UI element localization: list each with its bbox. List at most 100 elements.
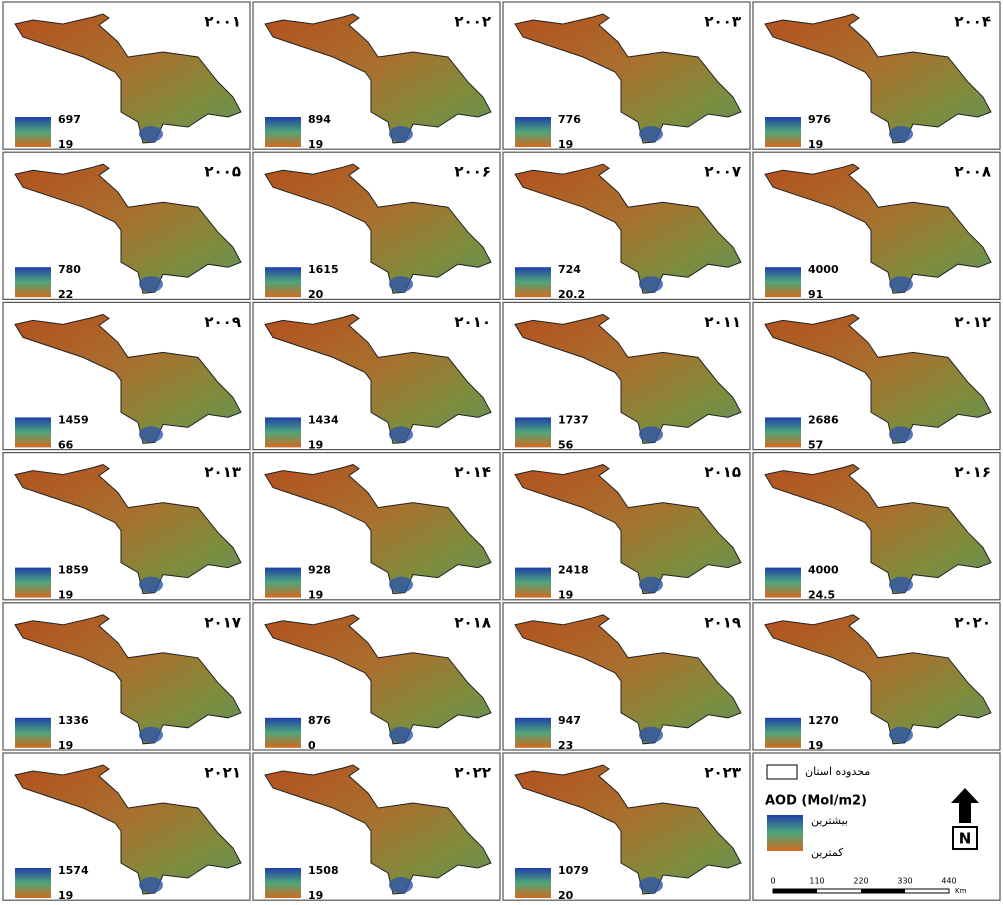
- color-ramp: [765, 568, 801, 598]
- low-value-area: [639, 426, 663, 442]
- min-value: 66: [58, 438, 74, 451]
- scale-label: 0: [770, 877, 775, 886]
- min-value: 19: [558, 589, 573, 602]
- low-value-area: [139, 877, 163, 893]
- color-ramp: [15, 568, 51, 598]
- max-value: 2686: [808, 413, 839, 426]
- year-label: ۲۰۱۱: [704, 313, 741, 331]
- min-value: 20: [308, 288, 324, 301]
- legend-panel: محدوده استانAOD (Mol/m2)بیشترینکمترینN01…: [753, 753, 1000, 900]
- max-value: 724: [558, 263, 581, 276]
- year-label: ۲۰۱۴: [454, 463, 491, 481]
- year-label: ۲۰۲۰: [954, 613, 991, 631]
- color-ramp: [15, 267, 51, 297]
- low-value-area: [389, 727, 413, 743]
- max-value: 1336: [58, 714, 89, 727]
- boundary-swatch: [767, 765, 797, 779]
- color-ramp: [265, 267, 301, 297]
- year-label: ۲۰۲۱: [204, 764, 241, 782]
- min-value: 20: [558, 889, 574, 902]
- max-value: 1459: [58, 413, 89, 426]
- min-value: 0: [308, 739, 316, 752]
- year-label: ۲۰۲۳: [704, 764, 741, 782]
- legend-title: AOD (Mol/m2): [765, 794, 867, 809]
- color-ramp: [265, 718, 301, 748]
- low-value-area: [139, 426, 163, 442]
- color-ramp: [765, 267, 801, 297]
- min-value: 19: [308, 138, 323, 151]
- scale-unit: Km: [955, 887, 967, 895]
- low-value-area: [389, 276, 413, 292]
- map-panel: ۲۰۱۱ 1737 56: [503, 302, 750, 451]
- color-ramp: [15, 718, 51, 748]
- color-ramp: [765, 718, 801, 748]
- map-panel: ۲۰۲۱157419: [3, 753, 250, 902]
- low-value-area: [389, 877, 413, 893]
- year-label: ۲۰۰۴: [954, 13, 991, 31]
- legend-ramp: [767, 815, 803, 851]
- max-value: 1574: [58, 864, 89, 877]
- color-ramp: [515, 267, 551, 297]
- year-label: ۲۰۱۳: [204, 463, 241, 481]
- low-value-area: [139, 577, 163, 593]
- max-value: 1737: [558, 413, 589, 426]
- scale-segment: [773, 889, 817, 893]
- year-label: ۲۰۰۷: [704, 163, 741, 181]
- max-value: 1508: [308, 864, 339, 877]
- year-label: ۲۰۰۶: [454, 163, 491, 181]
- low-value-area: [639, 276, 663, 292]
- max-value: 1079: [558, 864, 589, 877]
- color-ramp: [515, 417, 551, 447]
- color-ramp: [515, 718, 551, 748]
- min-value: 20.2: [558, 288, 585, 301]
- year-label: ۲۰۱۲: [954, 313, 991, 331]
- max-value: 947: [558, 714, 581, 727]
- color-ramp: [265, 868, 301, 898]
- low-value-area: [139, 727, 163, 743]
- color-ramp: [515, 117, 551, 147]
- year-label: ۲۰۰۸: [954, 163, 991, 181]
- map-panel: ۲۰۱۵ 2418 19: [503, 453, 750, 602]
- min-value: 56: [558, 438, 574, 451]
- map-panel: ۲۰۲۲150819: [253, 753, 500, 902]
- max-value: 4000: [808, 263, 839, 276]
- min-value: 19: [308, 438, 323, 451]
- max-value: 1270: [808, 714, 839, 727]
- figure: ۲۰۰۱69719۲۰۰۲89419۲۰۰۳77619۲۰۰۴97619۲۰۰۵…: [0, 0, 1003, 905]
- min-value: 22: [58, 288, 73, 301]
- year-label: ۲۰۰۹: [204, 313, 241, 331]
- year-label: ۲۰۱۶: [954, 463, 991, 481]
- year-label: ۲۰۱۵: [704, 463, 741, 481]
- low-value-area: [639, 877, 663, 893]
- map-panel: ۲۰۰۵78022: [3, 152, 250, 301]
- color-ramp: [515, 568, 551, 598]
- min-value: 19: [808, 739, 823, 752]
- low-value-area: [889, 426, 913, 442]
- max-value: 4000: [808, 564, 839, 577]
- max-value: 928: [308, 564, 331, 577]
- low-value-area: [889, 276, 913, 292]
- max-value: 2418: [558, 564, 589, 577]
- low-label: کمترین: [811, 846, 844, 859]
- map-panel: ۲۰۰۹ 1459 66: [3, 302, 250, 451]
- scale-label: 110: [809, 877, 824, 886]
- max-value: 776: [558, 113, 581, 126]
- max-value: 876: [308, 714, 331, 727]
- year-label: ۲۰۱۸: [454, 613, 491, 631]
- color-ramp: [265, 417, 301, 447]
- min-value: 19: [58, 739, 73, 752]
- map-panel: ۲۰۱۳185919: [3, 453, 250, 602]
- map-panel: ۲۰۱۸ 876 0: [253, 603, 500, 752]
- color-ramp: [265, 117, 301, 147]
- color-ramp: [15, 417, 51, 447]
- low-value-area: [889, 727, 913, 743]
- low-value-area: [139, 276, 163, 292]
- min-value: 19: [308, 889, 323, 902]
- min-value: 57: [808, 438, 823, 451]
- scale-segment: [861, 889, 905, 893]
- color-ramp: [265, 568, 301, 598]
